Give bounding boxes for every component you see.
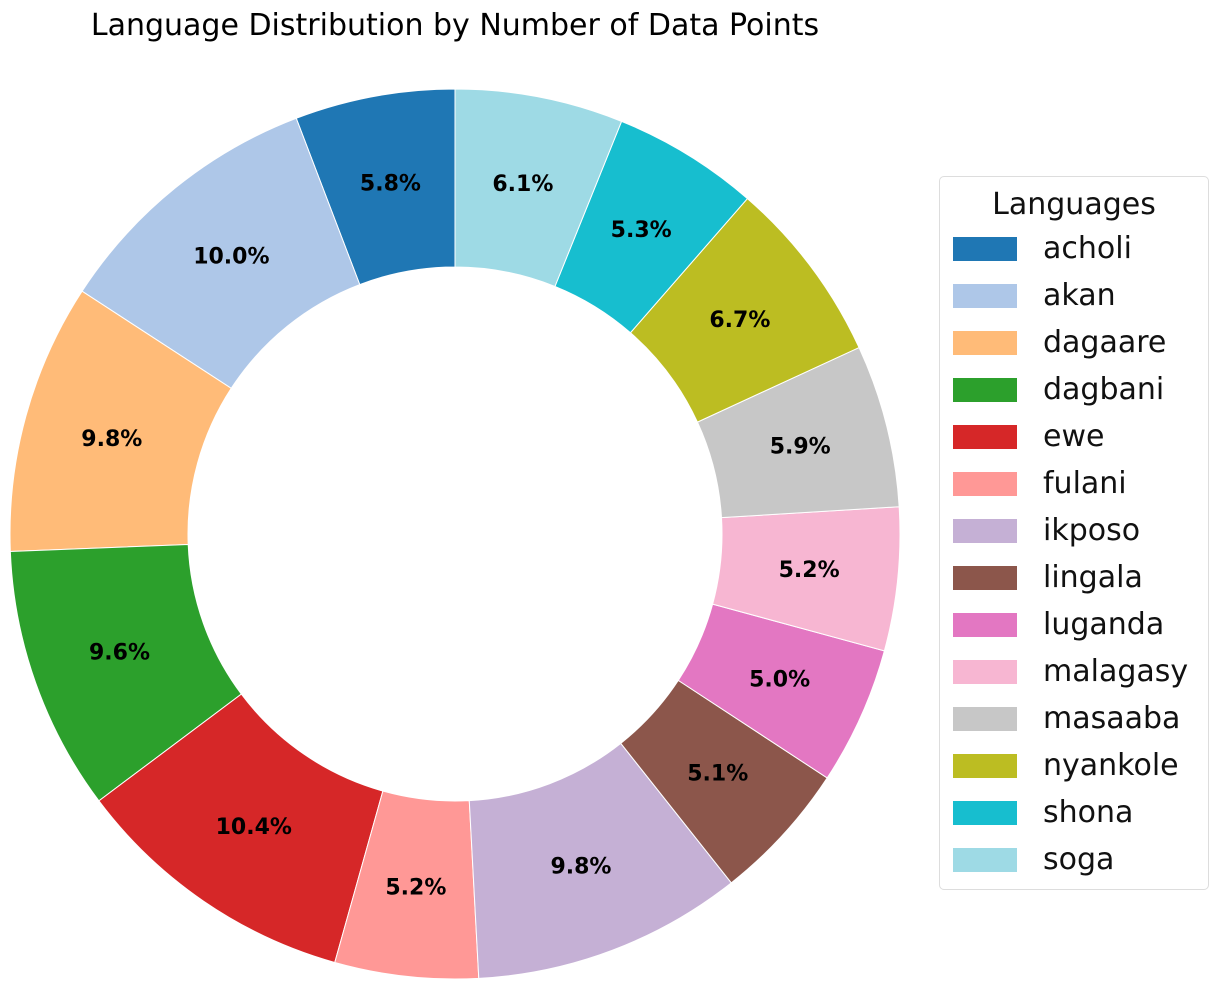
slice-label-soga: 6.1% bbox=[492, 172, 553, 197]
legend-label: luganda bbox=[1043, 607, 1165, 642]
legend-item-luganda: luganda bbox=[940, 601, 1208, 648]
slice-label-masaaba: 5.9% bbox=[770, 435, 831, 460]
legend-swatch bbox=[953, 471, 1017, 496]
legend-item-akan: akan bbox=[940, 272, 1208, 319]
legend-items: acholi akan dagaare dagbani ewe fulani ikposo l… bbox=[940, 225, 1208, 883]
legend-item-shona: shona bbox=[940, 789, 1208, 836]
legend-label: dagbani bbox=[1043, 372, 1165, 407]
slice-label-fulani: 5.2% bbox=[385, 875, 446, 900]
legend-swatch bbox=[953, 659, 1017, 684]
slice-label-lingala: 5.1% bbox=[687, 762, 748, 787]
legend-swatch bbox=[953, 612, 1017, 637]
legend-item-fulani: fulani bbox=[940, 460, 1208, 507]
chart-title: Language Distribution by Number of Data … bbox=[90, 8, 820, 43]
legend-swatch bbox=[953, 330, 1017, 355]
legend-item-nyankole: nyankole bbox=[940, 742, 1208, 789]
donut-slices bbox=[9, 88, 901, 980]
legend-label: acholi bbox=[1043, 231, 1132, 266]
legend-label: shona bbox=[1043, 795, 1134, 830]
legend-item-malagasy: malagasy bbox=[940, 648, 1208, 695]
legend-swatch bbox=[953, 800, 1017, 825]
legend-swatch bbox=[953, 706, 1017, 731]
slice-label-dagaare: 9.8% bbox=[81, 427, 142, 452]
legend-item-lingala: lingala bbox=[940, 554, 1208, 601]
slice-label-nyankole: 6.7% bbox=[709, 308, 770, 333]
slice-label-akan: 10.0% bbox=[193, 245, 269, 270]
legend-item-acholi: acholi bbox=[940, 225, 1208, 272]
slice-label-luganda: 5.0% bbox=[749, 668, 810, 693]
slice-label-dagbani: 9.6% bbox=[89, 641, 150, 666]
legend: Languages acholi akan dagaare dagbani ewe ful… bbox=[939, 176, 1209, 890]
slice-labels: 5.8% 10.0% 9.8% 9.6% 10.4% 5.2% 9.8% 5.1% 5.0% 5.… bbox=[81, 171, 839, 900]
legend-swatch bbox=[953, 283, 1017, 308]
donut-chart: 5.8% 10.0% 9.8% 9.6% 10.4% 5.2% 9.8% 5.1% 5.0% 5.… bbox=[9, 88, 901, 980]
slice-label-ikposo: 9.8% bbox=[550, 854, 611, 879]
legend-item-soga: soga bbox=[940, 836, 1208, 883]
legend-item-masaaba: masaaba bbox=[940, 695, 1208, 742]
legend-label: nyankole bbox=[1043, 748, 1179, 783]
legend-item-ewe: ewe bbox=[940, 413, 1208, 460]
legend-label: dagaare bbox=[1043, 325, 1167, 360]
slice-label-ewe: 10.4% bbox=[216, 815, 292, 840]
legend-item-ikposo: ikposo bbox=[940, 507, 1208, 554]
legend-swatch bbox=[953, 753, 1017, 778]
legend-label: akan bbox=[1043, 278, 1116, 313]
slice-soga bbox=[454, 88, 623, 288]
legend-label: soga bbox=[1043, 842, 1115, 877]
legend-swatch bbox=[953, 847, 1017, 872]
legend-swatch bbox=[953, 236, 1017, 261]
slice-label-acholi: 5.8% bbox=[360, 171, 421, 196]
legend-label: masaaba bbox=[1043, 701, 1181, 736]
legend-title: Languages bbox=[992, 187, 1156, 222]
legend-item-dagbani: dagbani bbox=[940, 366, 1208, 413]
legend-swatch bbox=[953, 565, 1017, 590]
legend-label: ikposo bbox=[1043, 513, 1141, 548]
legend-item-dagaare: dagaare bbox=[940, 319, 1208, 366]
slice-label-shona: 5.3% bbox=[611, 218, 672, 243]
legend-label: malagasy bbox=[1043, 654, 1189, 689]
legend-label: ewe bbox=[1043, 419, 1105, 454]
legend-label: lingala bbox=[1043, 560, 1143, 595]
legend-swatch bbox=[953, 377, 1017, 402]
legend-label: fulani bbox=[1043, 466, 1127, 501]
legend-swatch bbox=[953, 424, 1017, 449]
legend-swatch bbox=[953, 518, 1017, 543]
slice-label-malagasy: 5.2% bbox=[779, 558, 840, 583]
